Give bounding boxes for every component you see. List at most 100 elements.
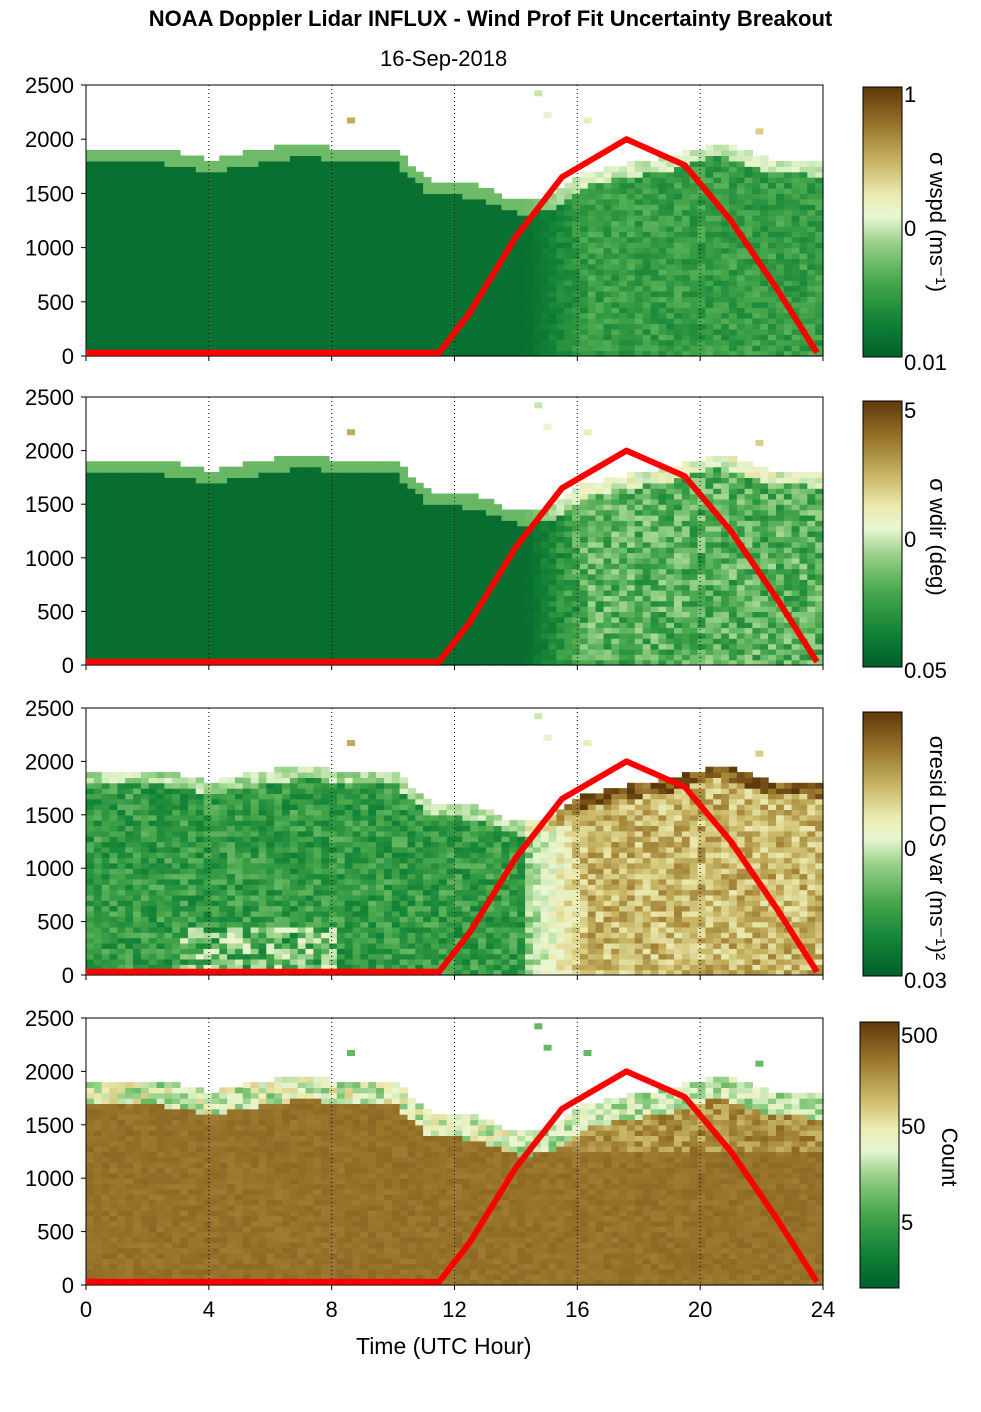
heatmap-cell [705,204,714,211]
heatmap-cell [282,318,291,325]
heatmap-cell [117,301,126,308]
heatmap-cell [368,600,377,607]
heatmap-cell [86,280,95,287]
heatmap-cell [791,339,800,346]
heatmap-cell [391,654,401,661]
heatmap-cell [603,280,612,287]
heatmap-cell [399,595,408,602]
heatmap-cell [289,280,299,287]
heatmap-cell [156,215,165,222]
heatmap-cell [321,166,330,173]
heatmap-cell [227,568,236,575]
heatmap-cell [407,171,416,178]
heatmap-cell [423,225,432,232]
heatmap-cell [423,193,432,200]
heatmap-cell [352,611,361,618]
heatmap-cell [752,209,761,216]
heatmap-cell [352,590,361,596]
heatmap-cell [423,253,432,259]
heatmap-cell [156,654,165,661]
heatmap-cell [415,301,424,308]
heatmap-cell [305,215,314,222]
heatmap-cell [697,323,706,330]
heatmap-cell [391,573,401,580]
heatmap-cell [203,253,212,259]
heatmap-cell [305,274,314,281]
heatmap-cell [681,274,691,281]
heatmap-cell [658,177,667,184]
heatmap-cell [744,231,753,238]
heatmap-cell [572,296,581,303]
heatmap-cell [681,204,691,211]
heatmap-cell [517,291,526,297]
heatmap-cell [187,155,197,162]
heatmap-cell [180,466,189,473]
heatmap-cell [431,188,440,194]
heatmap-cell [423,296,432,303]
heatmap-cell [86,600,95,607]
heatmap-cell [454,350,463,357]
heatmap-cell [462,231,471,238]
heatmap-cell [344,595,354,602]
heatmap-cell [807,350,816,357]
heatmap-cell [266,334,275,341]
heatmap-cell [744,296,753,303]
heatmap-cell [697,160,706,167]
heatmap-cell [289,595,299,602]
heatmap-cell [391,547,401,554]
heatmap-cell [321,258,330,265]
heatmap-cell [619,231,628,238]
heatmap-cell [760,345,769,352]
heatmap-cell [305,509,314,516]
heatmap-cell [728,323,738,330]
heatmap-cell [399,622,408,629]
heatmap-cell [297,198,307,205]
heatmap-cell [595,242,604,249]
heatmap-cell [721,263,730,270]
heatmap-cell [501,220,510,227]
heatmap-cell [187,482,197,489]
heatmap-cell [666,220,675,227]
heatmap-cell [799,177,808,184]
heatmap-cell [235,531,244,537]
heatmap-cell [713,182,722,189]
heatmap-cell [579,209,589,216]
heatmap-cell [258,552,267,559]
heatmap-cell [172,520,181,527]
heatmap-cell [744,155,753,162]
heatmap-cell [462,220,471,227]
heatmap-cell [148,247,158,254]
heatmap-cell [368,236,377,243]
heatmap-cell [391,339,401,346]
heatmap-cell [752,334,761,341]
heatmap-cell [674,188,683,194]
heatmap-cell [666,204,675,211]
heatmap-cell [86,253,95,259]
heatmap-cell [478,193,487,200]
heatmap-cell [86,193,95,200]
heatmap-cell [391,509,401,516]
heatmap-cell [140,220,150,227]
heatmap-cell [627,258,636,265]
heatmap-cell [776,225,785,232]
heatmap-cell [180,547,189,554]
heatmap-cell [140,247,150,254]
heatmap-cell [250,472,259,478]
heatmap-cell [407,291,416,297]
heatmap-cell [697,350,706,357]
heatmap-cell [336,150,346,156]
heatmap-cell [329,160,338,167]
heatmap-cell [117,198,126,205]
heatmap-cell [258,461,267,468]
heatmap-cell [101,296,111,303]
heatmap-cell [187,274,197,281]
heatmap-cell [109,193,118,200]
heatmap-cell [148,204,158,211]
heatmap-cell [642,285,652,292]
heatmap-cell [697,334,706,341]
heatmap-cell [525,323,534,330]
heatmap-cell [195,160,205,167]
heatmap-cell [807,231,816,238]
heatmap-cell [101,648,111,655]
heatmap-cell [791,166,800,173]
